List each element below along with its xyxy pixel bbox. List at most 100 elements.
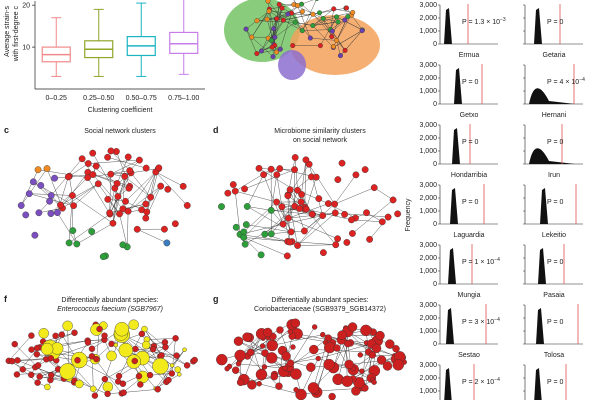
node: [90, 385, 97, 393]
node: [319, 212, 327, 219]
node: [54, 209, 61, 217]
edge: [334, 174, 357, 205]
node: [332, 241, 340, 249]
edge: [304, 159, 307, 208]
node: [113, 342, 119, 348]
node: [266, 8, 272, 14]
node: [135, 372, 143, 380]
node: [224, 365, 230, 372]
edge: [73, 183, 99, 206]
node: [261, 230, 269, 238]
node: [307, 382, 320, 394]
node: [368, 351, 377, 359]
node: [233, 336, 244, 346]
p-value: P = 3 × 10−4: [462, 317, 500, 326]
edge: [308, 164, 323, 216]
edge: [251, 8, 270, 38]
node: [302, 156, 310, 164]
node: [177, 372, 182, 377]
edge: [297, 244, 336, 246]
node: [34, 379, 41, 386]
y-tick-label: 1,000: [419, 328, 437, 335]
node: [89, 149, 97, 157]
node: [345, 14, 351, 20]
node: [246, 348, 255, 357]
node: [121, 173, 129, 180]
node: [33, 351, 41, 358]
node: [33, 344, 41, 352]
node: [58, 331, 65, 338]
node: [276, 1, 282, 7]
node: [348, 216, 355, 224]
edge: [247, 206, 292, 233]
node: [107, 147, 115, 155]
node: [44, 383, 51, 391]
node: [376, 355, 387, 365]
node: [182, 347, 187, 352]
y-tick-label: 0: [433, 101, 437, 108]
node: [310, 23, 316, 29]
y-tick-label: 1,000: [419, 28, 437, 35]
edge: [240, 234, 288, 242]
node: [106, 209, 114, 217]
node: [311, 324, 318, 330]
node: [126, 167, 134, 174]
node: [284, 192, 292, 200]
node: [385, 339, 395, 349]
node: [342, 47, 348, 53]
node: [338, 159, 346, 167]
y-tick-label: 3,000: [419, 302, 437, 309]
edge: [272, 334, 323, 346]
node: [296, 205, 303, 212]
node: [317, 10, 323, 16]
node: [269, 44, 275, 50]
node: [172, 335, 179, 342]
edge: [116, 156, 129, 184]
node: [229, 181, 237, 188]
node: [96, 325, 103, 333]
y-tick-label: 1,000: [419, 388, 437, 395]
edge: [107, 157, 147, 169]
node: [73, 240, 81, 248]
node: [169, 363, 175, 368]
node: [274, 49, 280, 55]
node: [366, 235, 374, 243]
node: [307, 35, 313, 41]
node: [171, 220, 179, 228]
node: [330, 44, 336, 50]
node: [294, 186, 301, 194]
node: [264, 16, 270, 22]
node: [57, 201, 64, 209]
edge: [288, 217, 338, 239]
node: [261, 349, 269, 357]
y-tick-label: 3,000: [419, 362, 437, 369]
node: [378, 218, 386, 226]
edge: [312, 16, 337, 26]
node: [292, 19, 298, 25]
panel-name: Lekeitio: [542, 232, 566, 239]
node: [389, 196, 397, 204]
edge: [352, 199, 394, 234]
node: [118, 342, 133, 358]
histogram: [538, 248, 546, 284]
node: [14, 357, 21, 364]
node: [271, 26, 277, 32]
edge: [46, 168, 63, 209]
y-axis-label: Frequency: [405, 198, 412, 232]
p-value: P = 1.3 × 10−3: [462, 17, 506, 26]
node: [312, 173, 320, 181]
histogram: [529, 148, 575, 164]
edge: [374, 187, 394, 201]
node: [257, 251, 265, 259]
edge: [301, 0, 314, 5]
p-value: P = 0: [462, 79, 479, 86]
node: [240, 234, 248, 241]
node: [371, 343, 382, 354]
node: [47, 192, 55, 199]
node: [306, 362, 316, 372]
panel-title: Differentially abundant species:: [61, 297, 158, 304]
node: [310, 11, 316, 17]
edge: [243, 237, 262, 256]
node: [256, 381, 262, 387]
node: [141, 340, 151, 350]
